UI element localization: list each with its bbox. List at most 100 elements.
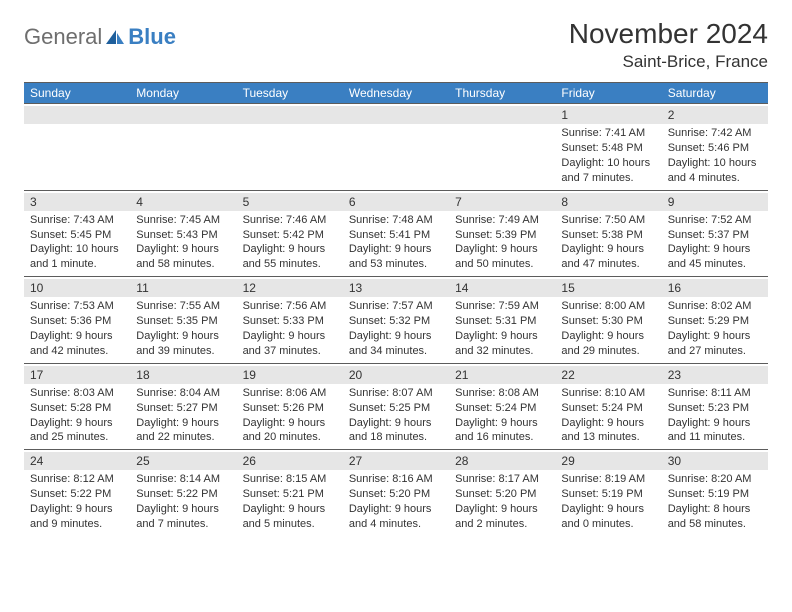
daylight-text: and 7 minutes.	[561, 171, 655, 186]
day-cell: 26Sunrise: 8:15 AMSunset: 5:21 PMDayligh…	[237, 450, 343, 536]
daylight-text: and 4 minutes.	[668, 171, 762, 186]
day-number: 8	[555, 193, 661, 211]
sunrise-text: Sunrise: 8:19 AM	[561, 472, 655, 487]
sunset-text: Sunset: 5:20 PM	[349, 487, 443, 502]
day-cell	[130, 104, 236, 190]
day-cell: 21Sunrise: 8:08 AMSunset: 5:24 PMDayligh…	[449, 364, 555, 450]
daylight-text: and 39 minutes.	[136, 344, 230, 359]
daylight-text: and 2 minutes.	[455, 517, 549, 532]
week-row: 24 Sunrise: 8:12 AM Sunset: 5:22 PM Dayligh…	[24, 449, 768, 536]
sunrise-text: Sunrise: 7:42 AM	[668, 126, 762, 141]
sunrise-text: Sunrise: 7:41 AM	[561, 126, 655, 141]
daylight-text: and 0 minutes.	[561, 517, 655, 532]
daylight-text: Daylight: 9 hours	[455, 502, 549, 517]
daylight-text: and 11 minutes.	[668, 430, 762, 445]
day-number: 7	[449, 193, 555, 211]
sunrise-text: Sunrise: 8:20 AM	[668, 472, 762, 487]
sunrise-text: Sunrise: 8:06 AM	[243, 386, 337, 401]
sunrise-text: Sunrise: 8:08 AM	[455, 386, 549, 401]
sunrise-text: Sunrise: 8:17 AM	[455, 472, 549, 487]
daylight-text: Daylight: 9 hours	[455, 329, 549, 344]
day-number: 22	[555, 366, 661, 384]
sunrise-text: Sunrise: 7:59 AM	[455, 299, 549, 314]
day-cell: 16Sunrise: 8:02 AMSunset: 5:29 PMDayligh…	[662, 277, 768, 363]
day-cell: 10Sunrise: 7:53 AMSunset: 5:36 PMDayligh…	[24, 277, 130, 363]
daylight-text: Daylight: 9 hours	[243, 242, 337, 257]
sunset-text: Sunset: 5:22 PM	[136, 487, 230, 502]
day-cell: 18Sunrise: 8:04 AMSunset: 5:27 PMDayligh…	[130, 364, 236, 450]
day-number: 10	[24, 279, 130, 297]
daylight-text: and 9 minutes.	[30, 517, 124, 532]
daylight-text: and 58 minutes.	[136, 257, 230, 272]
day-cell	[24, 104, 130, 190]
header: General Blue November 2024 Saint-Brice, …	[24, 18, 768, 72]
sunset-text: Sunset: 5:25 PM	[349, 401, 443, 416]
daylight-text: Daylight: 10 hours	[30, 242, 124, 257]
sunrise-text: Sunrise: 7:56 AM	[243, 299, 337, 314]
sunrise-text: Sunrise: 7:46 AM	[243, 213, 337, 228]
day-number: 11	[130, 279, 236, 297]
daylight-text: Daylight: 9 hours	[243, 502, 337, 517]
day-number	[343, 106, 449, 124]
day-cell: 25Sunrise: 8:14 AMSunset: 5:22 PMDayligh…	[130, 450, 236, 536]
daylight-text: Daylight: 9 hours	[136, 416, 230, 431]
daylight-text: Daylight: 9 hours	[349, 502, 443, 517]
sunrise-text: Sunrise: 8:12 AM	[30, 472, 124, 487]
sunset-text: Sunset: 5:39 PM	[455, 228, 549, 243]
sunrise-text: Sunrise: 8:10 AM	[561, 386, 655, 401]
day-number: 2	[662, 106, 768, 124]
logo-text-blue: Blue	[128, 24, 176, 50]
daylight-text: Daylight: 9 hours	[349, 242, 443, 257]
day-number: 14	[449, 279, 555, 297]
page-title: November 2024	[569, 18, 768, 50]
daylight-text: and 13 minutes.	[561, 430, 655, 445]
weekday-header: Saturday	[662, 83, 768, 103]
daylight-text: and 55 minutes.	[243, 257, 337, 272]
day-number	[237, 106, 343, 124]
day-cell: 5Sunrise: 7:46 AMSunset: 5:42 PMDaylight…	[237, 191, 343, 277]
daylight-text: and 32 minutes.	[455, 344, 549, 359]
day-number: 13	[343, 279, 449, 297]
day-cell	[343, 104, 449, 190]
day-number	[130, 106, 236, 124]
day-number: 24	[24, 452, 130, 470]
sunrise-text: Sunrise: 7:55 AM	[136, 299, 230, 314]
daylight-text: and 47 minutes.	[561, 257, 655, 272]
day-cell	[237, 104, 343, 190]
day-cell: 19Sunrise: 8:06 AMSunset: 5:26 PMDayligh…	[237, 364, 343, 450]
daylight-text: Daylight: 9 hours	[668, 416, 762, 431]
daylight-text: and 22 minutes.	[136, 430, 230, 445]
daylight-text: and 1 minute.	[30, 257, 124, 272]
week-row: 17Sunrise: 8:03 AMSunset: 5:28 PMDayligh…	[24, 363, 768, 450]
day-number: 27	[343, 452, 449, 470]
sunrise-text: Sunrise: 8:15 AM	[243, 472, 337, 487]
daylight-text: Daylight: 9 hours	[243, 416, 337, 431]
day-number: 19	[237, 366, 343, 384]
sunset-text: Sunset: 5:24 PM	[561, 401, 655, 416]
day-cell: 22Sunrise: 8:10 AMSunset: 5:24 PMDayligh…	[555, 364, 661, 450]
day-cell	[449, 104, 555, 190]
daylight-text: Daylight: 10 hours	[561, 156, 655, 171]
daylight-text: and 34 minutes.	[349, 344, 443, 359]
daylight-text: Daylight: 9 hours	[668, 329, 762, 344]
daylight-text: Daylight: 9 hours	[30, 416, 124, 431]
weekday-header: Friday	[555, 83, 661, 103]
sunset-text: Sunset: 5:33 PM	[243, 314, 337, 329]
day-cell: 28Sunrise: 8:17 AMSunset: 5:20 PMDayligh…	[449, 450, 555, 536]
day-number: 17	[24, 366, 130, 384]
sunset-text: Sunset: 5:21 PM	[243, 487, 337, 502]
daylight-text: Daylight: 9 hours	[30, 502, 124, 517]
sunrise-text: Sunrise: 8:07 AM	[349, 386, 443, 401]
logo-text-general: General	[24, 24, 102, 50]
sunset-text: Sunset: 5:20 PM	[455, 487, 549, 502]
title-block: November 2024 Saint-Brice, France	[569, 18, 768, 72]
daylight-text: Daylight: 9 hours	[349, 416, 443, 431]
daylight-text: and 20 minutes.	[243, 430, 337, 445]
sunrise-text: Sunrise: 8:02 AM	[668, 299, 762, 314]
day-cell: 1Sunrise: 7:41 AMSunset: 5:48 PMDaylight…	[555, 104, 661, 190]
sunset-text: Sunset: 5:45 PM	[30, 228, 124, 243]
daylight-text: Daylight: 9 hours	[30, 329, 124, 344]
daylight-text: Daylight: 9 hours	[668, 242, 762, 257]
daylight-text: Daylight: 9 hours	[136, 329, 230, 344]
day-cell: 9Sunrise: 7:52 AMSunset: 5:37 PMDaylight…	[662, 191, 768, 277]
